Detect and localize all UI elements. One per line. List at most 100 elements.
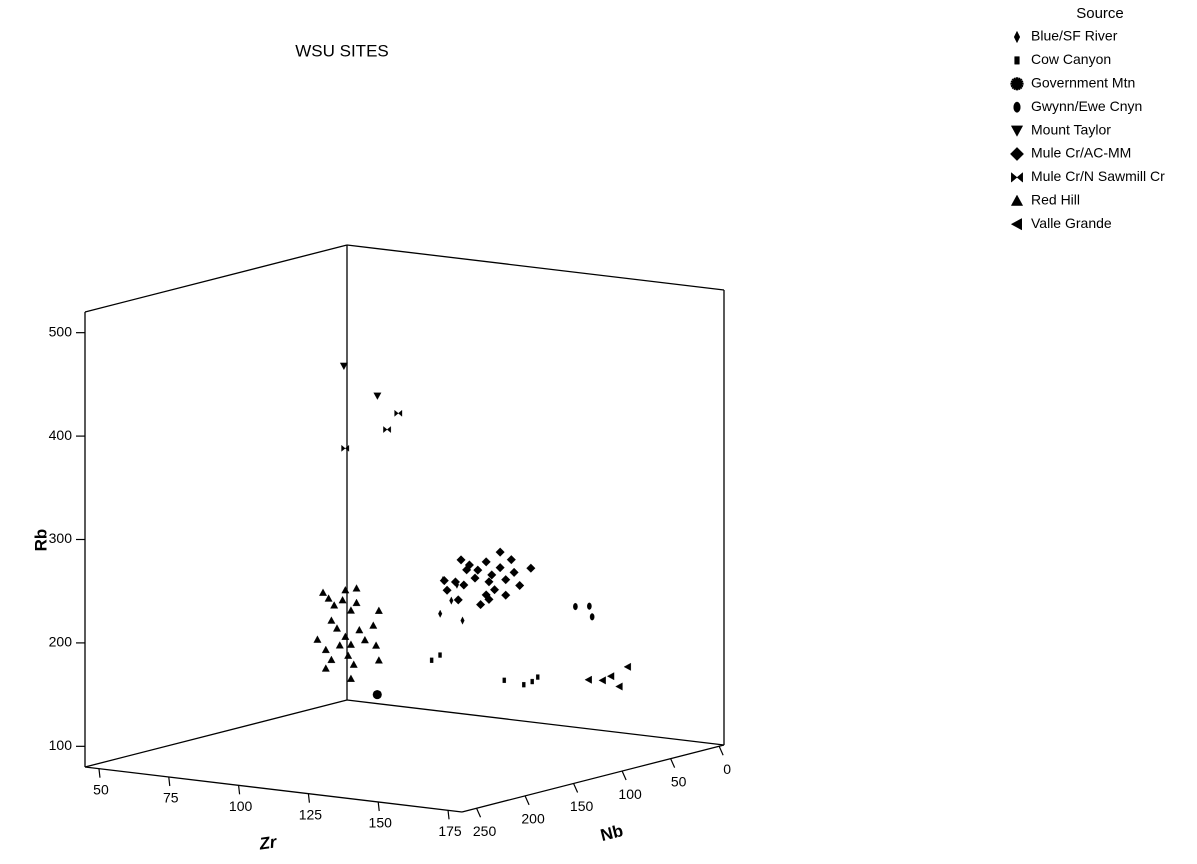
z-tick-label: 100 [49,737,73,753]
point [522,682,526,688]
point [515,580,525,591]
y-tick [524,795,530,806]
legend-label: Government Mtn [1031,75,1135,91]
point [442,585,452,595]
x-tick [98,768,101,778]
point [349,660,358,668]
point [509,567,519,577]
point [495,563,505,573]
point [623,662,631,671]
y-axis-label: Nb [598,821,625,845]
chart-title: WSU SITES [295,41,389,60]
legend-marker [1010,218,1022,231]
x-tick [237,785,241,795]
point [439,576,449,586]
point [460,616,465,625]
x-tick-label: 100 [229,798,253,814]
legend-label: Red Hill [1031,192,1080,208]
legend-marker [1010,194,1024,206]
point [339,362,348,371]
box-edge [346,699,725,746]
point [501,575,511,585]
box-edge [84,766,463,813]
point [459,580,469,590]
point [456,555,466,565]
point [327,616,336,624]
point [587,602,592,610]
point [324,594,333,602]
box-edge [84,244,348,313]
point [319,588,328,596]
point [450,577,461,587]
point [333,624,341,632]
point [429,657,434,663]
point [321,664,330,672]
legend-label: Gwynn/Ewe Cnyn [1031,98,1142,114]
point [438,652,442,658]
legend-label: Cow Canyon [1031,51,1111,67]
point [615,682,623,691]
y-tick-label: 200 [521,811,545,827]
point [573,602,578,611]
point [369,621,378,629]
point [484,577,494,587]
y-tick-label: 50 [671,773,687,789]
legend-marker [1010,77,1024,91]
x-tick-label: 75 [163,790,179,806]
point [346,640,355,648]
point [462,565,472,575]
y-tick [621,770,627,781]
legend-label: Blue/SF River [1031,28,1118,44]
point [473,565,483,575]
point [346,606,355,614]
point [501,590,511,600]
point [321,645,330,654]
point [484,594,494,604]
y-tick-label: 150 [570,798,594,814]
legend-title: Source [1076,5,1124,22]
point [330,601,339,609]
z-tick-label: 400 [49,427,73,443]
point [489,585,500,595]
z-tick-label: 300 [49,530,73,546]
point [341,586,350,594]
x-tick-label: 50 [93,781,109,797]
legend-label: Mount Taylor [1031,121,1111,137]
point [341,632,350,640]
y-tick-label: 0 [723,761,731,777]
point [360,635,369,644]
box-edge [346,244,725,291]
point [584,675,592,684]
z-tick-label: 500 [49,323,73,339]
point [589,613,595,621]
legend-marker [1014,56,1020,65]
point [352,584,361,592]
x-axis-label: Zr [257,832,279,854]
y-tick [670,758,676,768]
box-edge [461,744,725,813]
x-tick [307,793,311,803]
point [495,547,505,557]
point [394,409,403,417]
point [338,596,347,604]
point [335,641,344,649]
point [506,555,516,565]
legend-marker [1013,30,1021,44]
point [438,609,443,618]
point [344,651,353,659]
point [372,690,382,700]
box-edge [84,699,348,768]
point [374,606,383,614]
point [313,635,322,643]
point [481,557,491,567]
x-tick [447,810,450,820]
x-tick-label: 125 [299,806,323,822]
point [374,656,383,664]
legend-marker [1011,172,1023,183]
x-tick-label: 150 [369,815,393,831]
x-tick [168,776,171,787]
point [327,655,336,664]
point [355,625,364,634]
point [352,598,361,607]
point [526,563,536,573]
